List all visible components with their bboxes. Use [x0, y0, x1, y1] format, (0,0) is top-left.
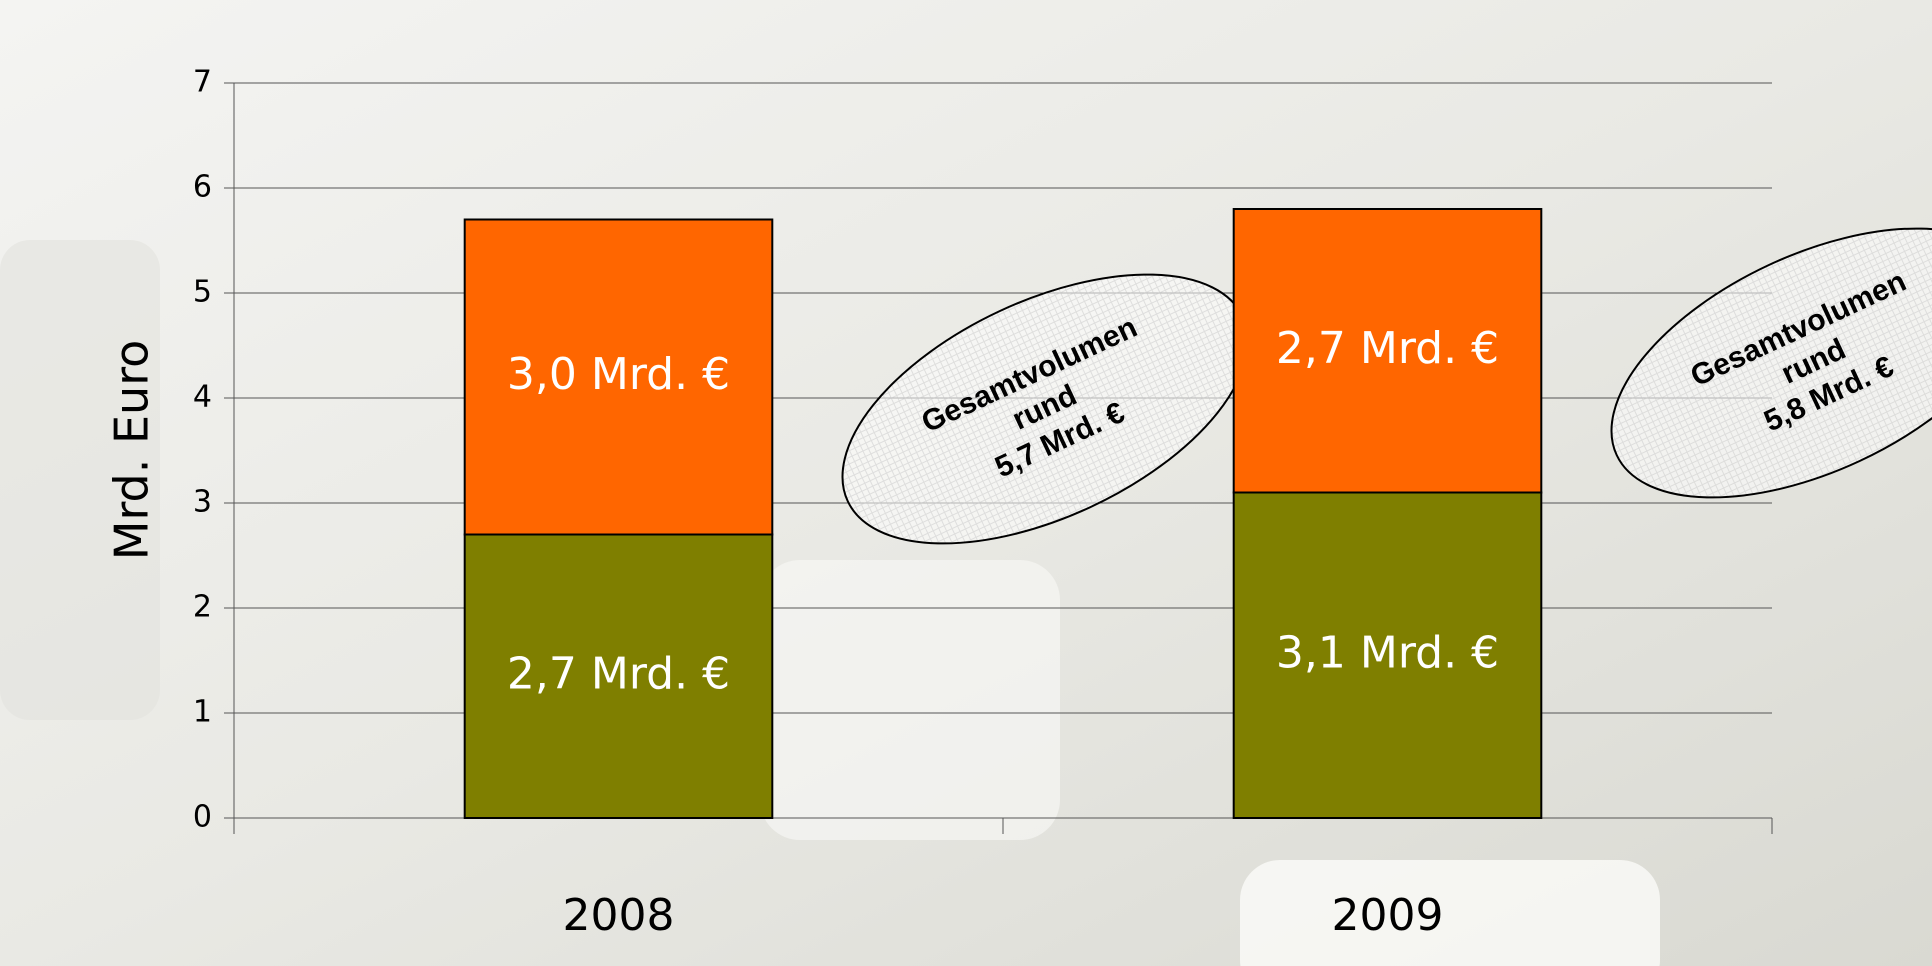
x-tick-label: 2008 [563, 890, 675, 941]
page: Mrd. Euro 0 1 2 3 4 5 6 7 2,7 Mrd. € 3,0 Mrd. € 20… [0, 0, 1932, 966]
value-label: 2,7 Mrd. € [507, 648, 730, 699]
x-tick-label: 2009 [1332, 890, 1444, 941]
y-tick-label: 1 [193, 695, 212, 730]
y-tick-label: 6 [193, 170, 212, 205]
background-key [760, 560, 1060, 840]
background-key [1240, 860, 1660, 966]
chart: Mrd. Euro 0 1 2 3 4 5 6 7 2,7 Mrd. € 3,0 Mrd. € 20… [0, 0, 1932, 966]
y-tick-label: 0 [193, 800, 212, 835]
y-axis-title: Mrd. Euro [105, 340, 159, 561]
value-label: 3,1 Mrd. € [1276, 627, 1499, 678]
y-tick-label: 5 [193, 275, 212, 310]
y-tick-label: 2 [193, 590, 212, 625]
y-tick-label: 4 [193, 380, 212, 415]
value-label: 2,7 Mrd. € [1276, 323, 1499, 374]
y-tick-label: 7 [193, 65, 212, 100]
y-tick-label: 3 [193, 485, 212, 520]
value-label: 3,0 Mrd. € [507, 349, 730, 400]
